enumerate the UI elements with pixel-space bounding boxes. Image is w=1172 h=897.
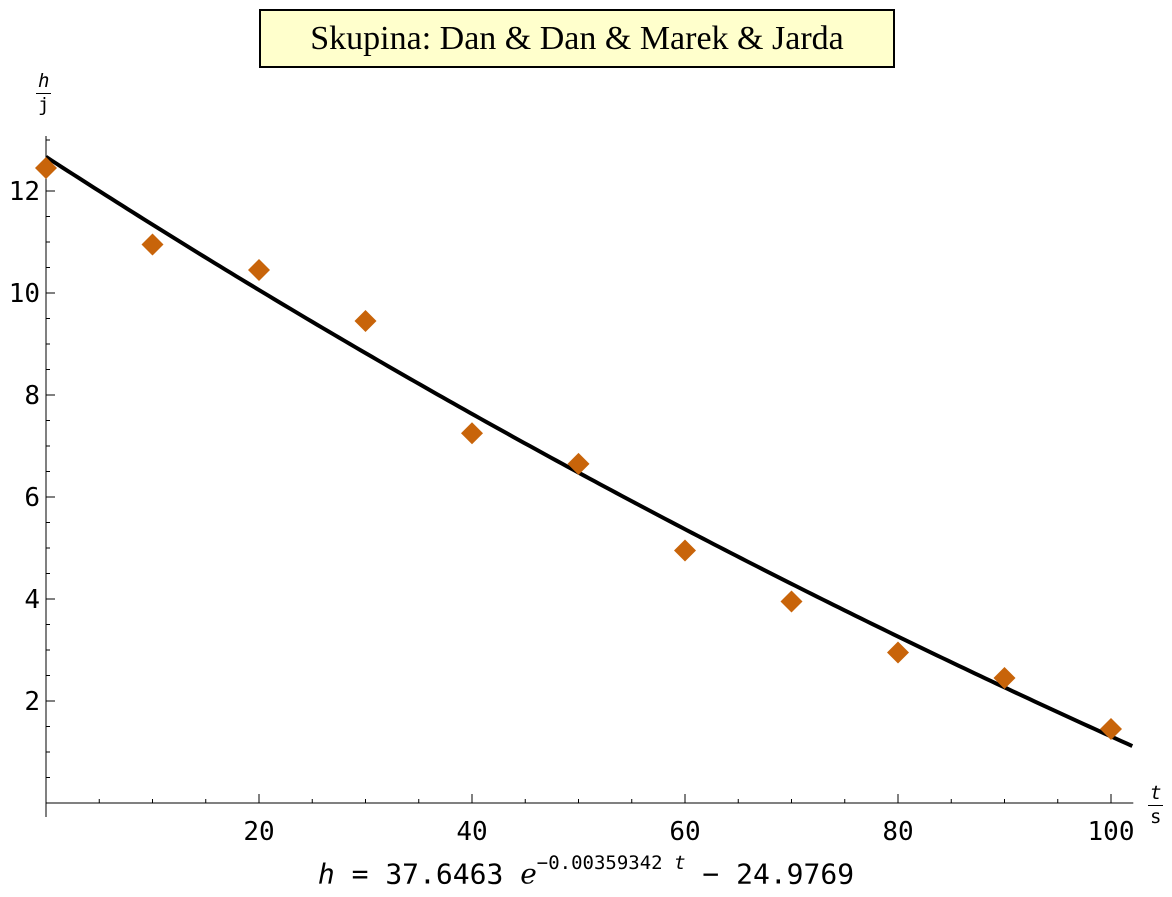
x-axis-label-denominator: s [1150,806,1162,828]
formula-base: ℯ [520,857,537,891]
data-point [567,452,590,475]
axes: 20 40 60 80 100 2 4 6 8 10 12 [9,136,1135,847]
y-tick-label: 12 [9,177,40,207]
formula-eq: = [351,857,369,891]
y-tick-label: 10 [9,279,40,309]
data-point [35,157,57,180]
fit-curve [44,155,1134,748]
x-tick-label: 40 [456,817,487,847]
formula-exponent-number: −0.00359342 [536,852,663,874]
x-axis-label: t s [1148,782,1164,828]
data-point [887,641,909,664]
data-point [141,233,164,256]
y-tick-label: 2 [24,687,40,717]
chart-title: Skupina: Dan & Dan & Marek & Jarda [259,9,895,68]
x-axis-label-numerator: t [1148,782,1164,806]
formula-coef: 37.6463 [385,857,504,891]
y-tick-label: 6 [24,483,40,513]
fit-formula: h = 37.6463 ℯ−0.00359342 t − 24.9769 [0,852,1172,891]
fit-layer [44,155,1134,748]
data-point [461,422,483,445]
y-axis-label-numerator: h [36,70,52,94]
data-point [1100,718,1122,741]
formula-exponent-var: t [674,852,686,874]
y-axis-label-denominator: j [38,94,50,116]
y-tick-label: 8 [24,381,40,411]
formula-tail: − 24.9769 [702,857,855,891]
x-tick-label: 100 [1088,817,1135,847]
formula-lhs: h [317,857,335,891]
data-point [993,667,1016,690]
x-tick-label: 20 [243,817,274,847]
data-point [674,539,696,562]
data-point [354,310,377,333]
data-point [780,590,803,613]
points-layer [35,157,1122,741]
y-axis-label: h j [36,70,52,116]
x-tick-label: 60 [669,817,700,847]
formula-exponent: −0.00359342 t [537,852,686,874]
y-tick-label: 4 [24,585,40,615]
data-point [248,259,270,282]
x-tick-label: 80 [882,817,913,847]
